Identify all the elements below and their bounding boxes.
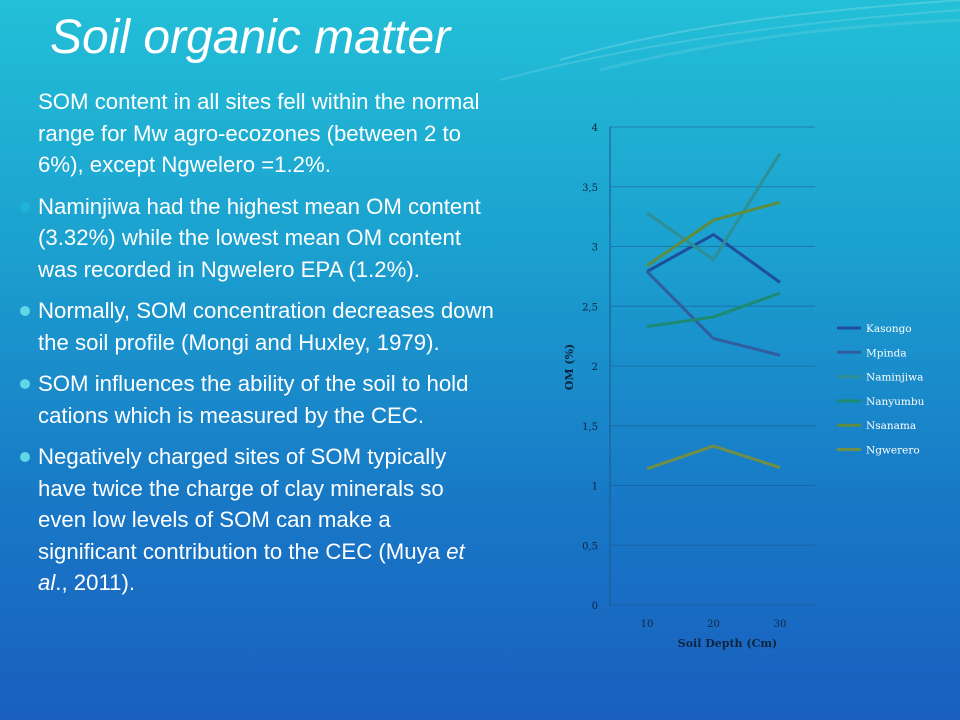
bullet-text-italic: et al: [38, 538, 465, 596]
bullet-list: SOM content in all sites fell within the…: [14, 86, 494, 609]
x-tick-label: 10: [641, 619, 654, 630]
y-tick-label: 3: [592, 243, 598, 254]
om-line-chart: 0 0,5 1 1,5 2 2,5 3 3,5 4 10 20 30 Soil Depth (Cm) OM…: [565, 105, 960, 665]
bullet-item: Normally, SOM concentration decreases do…: [14, 295, 494, 358]
y-axis-title: OM (%): [565, 344, 576, 390]
bullet-text: Naminjiwa had the highest mean OM conten…: [38, 193, 481, 282]
legend-label: Mpinda: [866, 347, 907, 359]
slide-title: Soil organic matter: [50, 11, 451, 64]
legend-label: Nsanama: [866, 420, 916, 432]
legend-label: Nanyumbu: [866, 396, 925, 408]
legend-label: Ngwerero: [866, 445, 920, 457]
legend-label: Naminjiwa: [866, 372, 923, 384]
bullet-item: Negatively charged sites of SOM typicall…: [14, 441, 494, 599]
series-line-nsanama: [646, 200, 781, 267]
legend-label: Kasongo: [866, 323, 912, 335]
bullet-text: SOM content in all sites fell within the…: [38, 89, 480, 177]
y-tick-label: 4: [592, 123, 598, 134]
bullet-marker-icon: [20, 306, 30, 316]
bullet-text-start: Negatively charged sites of SOM typicall…: [38, 444, 447, 564]
x-axis-title: Soil Depth (Cm): [678, 637, 777, 650]
series-line-kasongo: [646, 233, 781, 284]
y-tick-label: 0: [592, 601, 598, 612]
bullet-text-end: ., 2011).: [55, 570, 136, 595]
bullet-text: SOM influences the ability of the soil t…: [38, 371, 469, 428]
bullet-marker-icon: [20, 201, 30, 212]
bullet-marker-icon: [20, 452, 30, 462]
bullet-marker-icon: [20, 379, 30, 389]
x-tick-label: 20: [707, 619, 720, 630]
series-line-ngwerero: [646, 444, 781, 471]
bullet-item: SOM content in all sites fell within the…: [14, 86, 494, 181]
x-tick-label: 30: [774, 619, 787, 630]
y-tick-label: 2: [592, 362, 598, 373]
y-tick-label: 0,5: [582, 541, 598, 552]
bullet-marker-icon: [20, 97, 30, 107]
y-tick-label: 2,5: [582, 302, 598, 313]
bullet-item: Naminjiwa had the highest mean OM conten…: [14, 191, 494, 286]
series-line-nanyumbu: [646, 291, 781, 329]
y-tick-label: 1,5: [582, 422, 598, 433]
bullet-text: Normally, SOM concentration decreases do…: [38, 298, 494, 355]
y-tick-label: 3,5: [582, 183, 598, 194]
series-line-naminjiwa: [646, 152, 782, 262]
bullet-item: SOM influences the ability of the soil t…: [14, 368, 494, 431]
y-tick-label: 1: [592, 482, 598, 493]
series-line-mpinda: [645, 270, 781, 357]
chart-canvas: 0 0,5 1 1,5 2 2,5 3 3,5 4 10 20 30 Soil Depth (Cm) OM…: [565, 123, 925, 650]
